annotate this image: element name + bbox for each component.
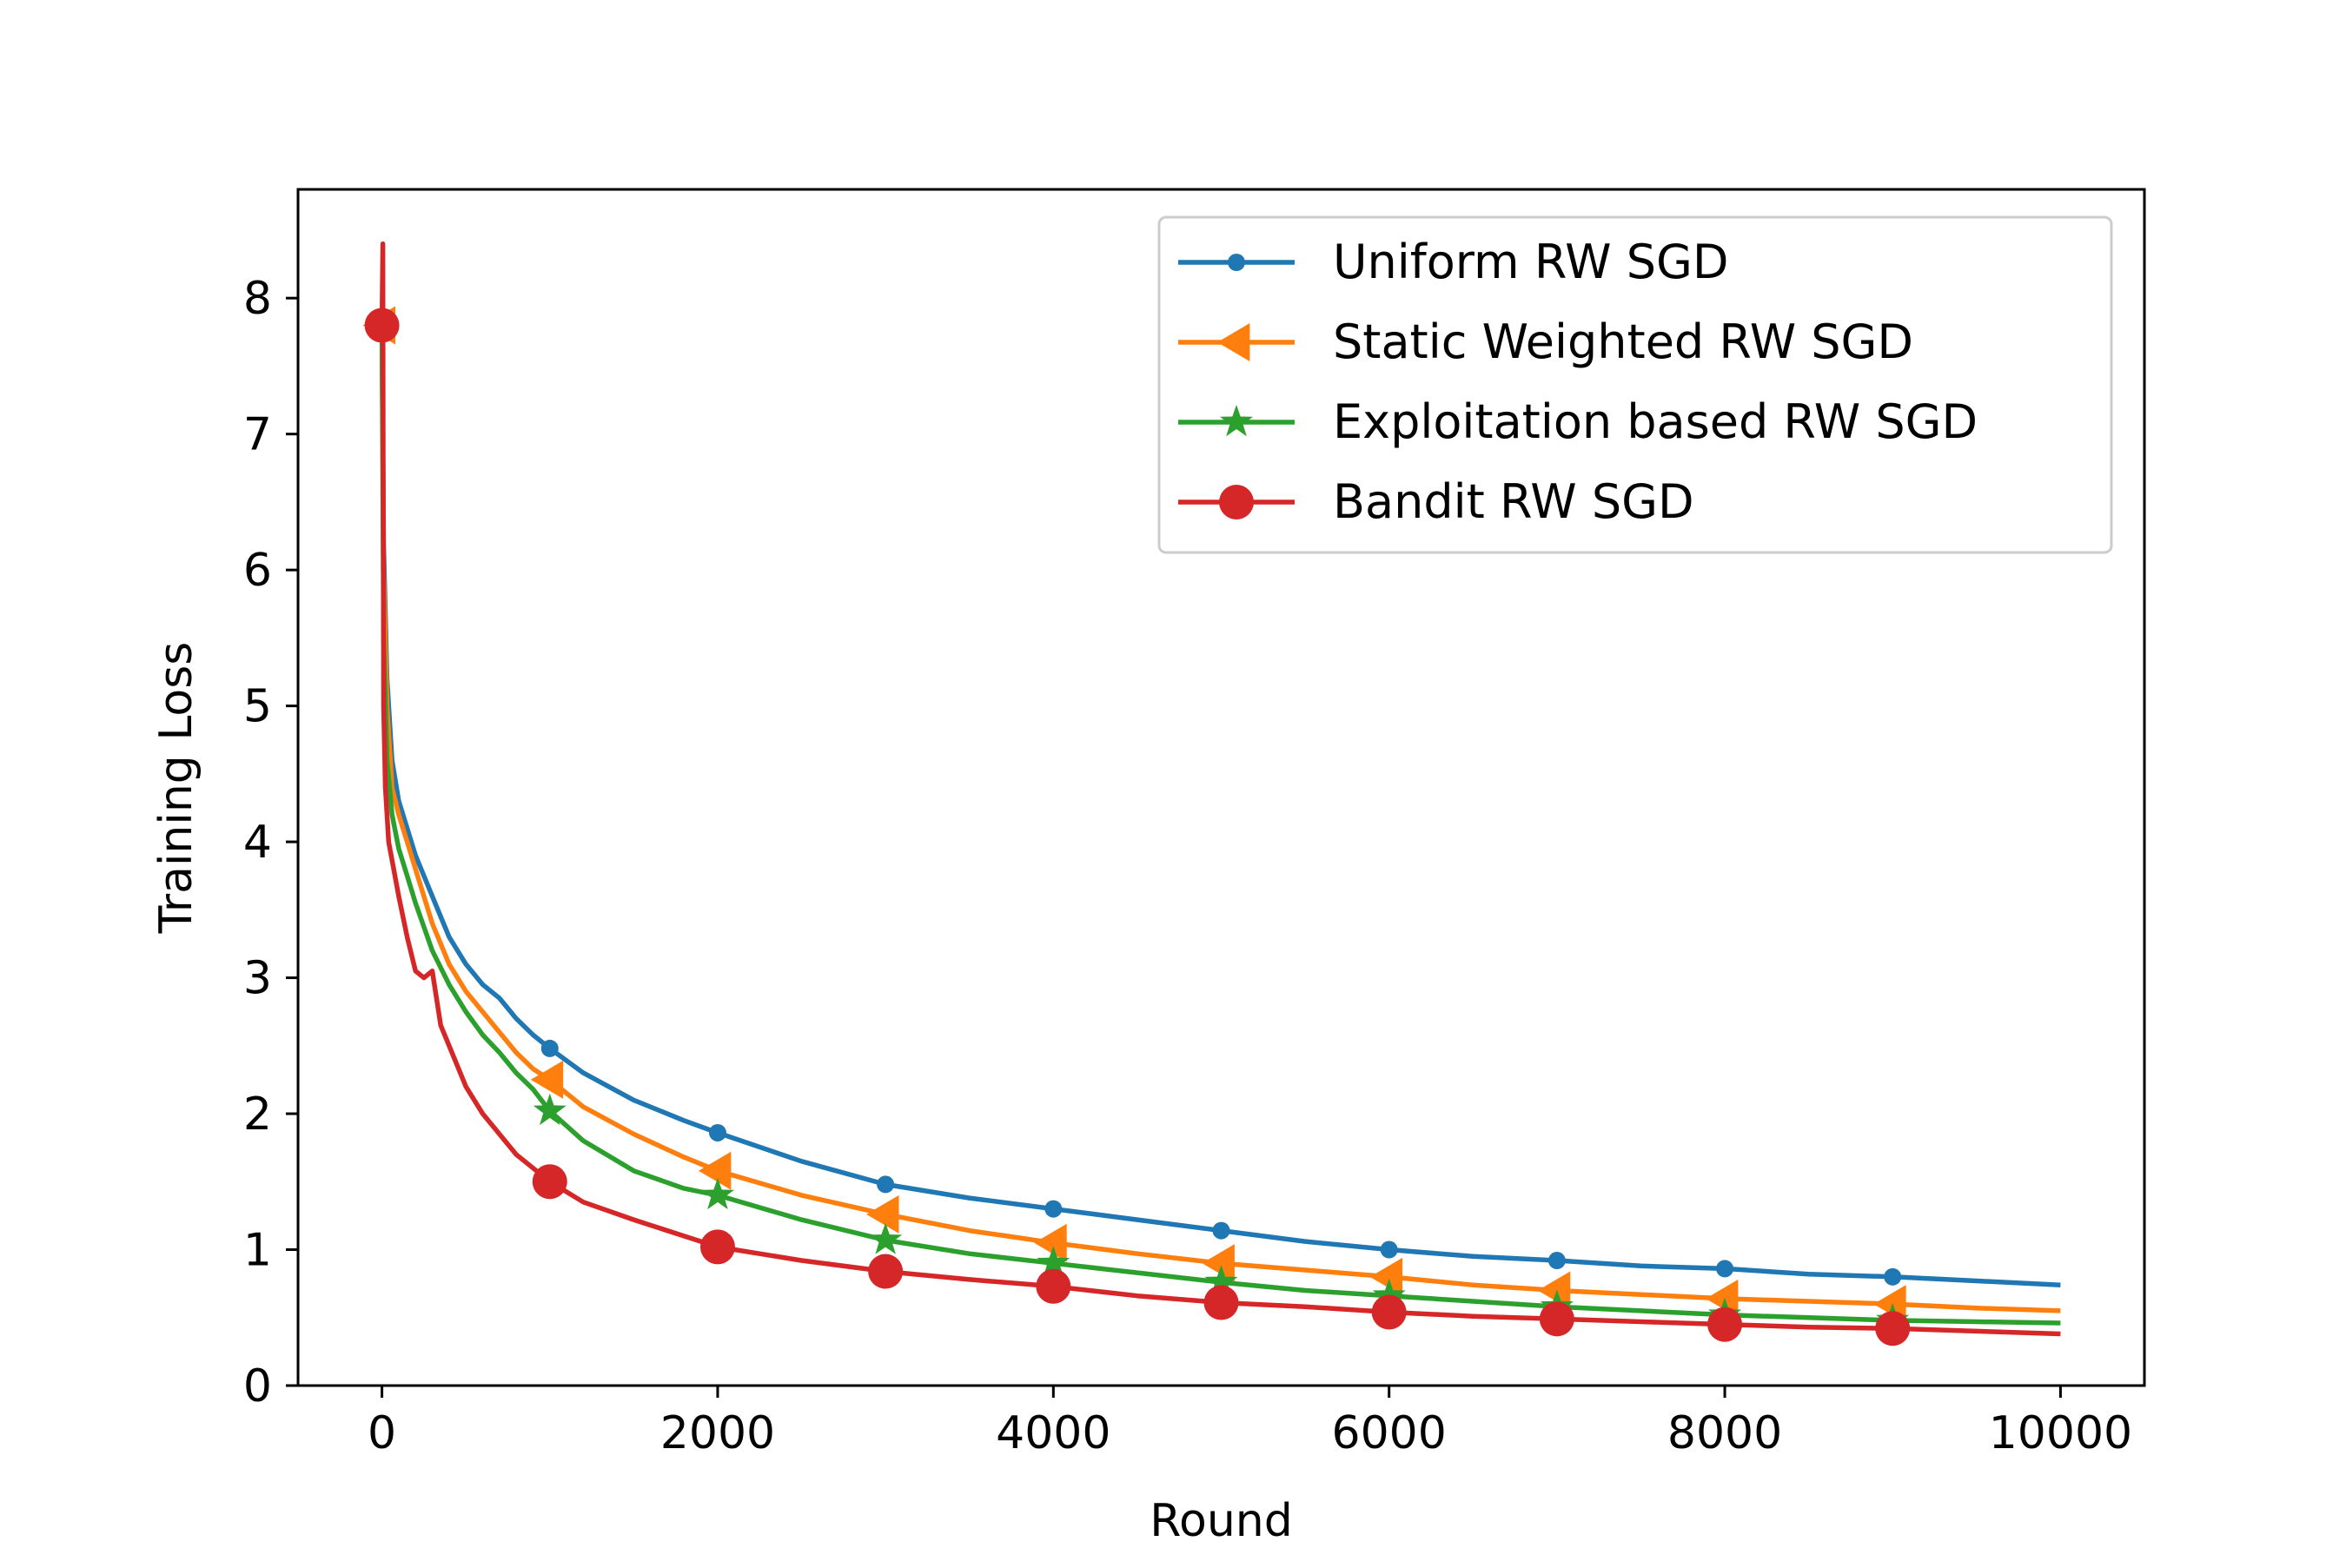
circle-marker bbox=[1875, 1311, 1911, 1346]
x-tick-label: 4000 bbox=[996, 1407, 1110, 1459]
legend-entry: Uniform RW SGD bbox=[1178, 235, 1728, 289]
point-marker bbox=[877, 1175, 895, 1194]
star-marker bbox=[1372, 1278, 1406, 1310]
star-marker bbox=[1037, 1246, 1070, 1278]
ticks-layer: 0 2000 4000 6000 8000 10000 0 1 2 3 4 5 6 7 8 bbox=[243, 273, 2132, 1459]
point-marker bbox=[1380, 1241, 1398, 1259]
x-tick-label: 2000 bbox=[660, 1407, 775, 1459]
point-marker bbox=[1044, 1200, 1063, 1218]
circle-marker bbox=[1539, 1301, 1574, 1337]
circle-marker bbox=[1219, 485, 1254, 519]
axes-layer bbox=[296, 188, 2146, 1387]
y-tick-label: 3 bbox=[243, 953, 272, 1005]
triangle-marker bbox=[1369, 1257, 1403, 1296]
star-marker bbox=[1220, 405, 1253, 437]
point-marker bbox=[1212, 1221, 1230, 1240]
plot-frame bbox=[296, 188, 2146, 1387]
star-marker bbox=[533, 1093, 567, 1126]
point-marker bbox=[708, 1123, 726, 1141]
series-line bbox=[379, 325, 2061, 1326]
circle-marker bbox=[868, 1254, 904, 1289]
legend-entry: Bandit RW SGD bbox=[1178, 474, 1694, 529]
circle-marker bbox=[1371, 1294, 1407, 1330]
triangle-marker bbox=[866, 1194, 899, 1234]
legend-label: Bandit RW SGD bbox=[1333, 474, 1694, 529]
y-tick-label: 8 bbox=[243, 273, 272, 325]
y-tick-label: 5 bbox=[243, 681, 272, 733]
circle-marker bbox=[364, 308, 400, 343]
circle-marker bbox=[699, 1229, 735, 1265]
legend: Uniform RW SGD Static Weighted RW SGD Expl… bbox=[1157, 215, 2113, 554]
triangle-marker bbox=[698, 1151, 732, 1190]
x-tick-label: 8000 bbox=[1667, 1407, 1782, 1459]
x-axis-label: Round bbox=[1150, 1495, 1293, 1547]
legend-label: Static Weighted RW SGD bbox=[1333, 314, 1913, 369]
point-marker bbox=[1547, 1252, 1566, 1270]
star-marker bbox=[1204, 1265, 1238, 1297]
circle-marker bbox=[532, 1164, 567, 1200]
x-tick-label: 0 bbox=[368, 1407, 396, 1459]
legend-label: Exploitation based RW SGD bbox=[1333, 394, 1978, 449]
circle-marker bbox=[1707, 1307, 1743, 1342]
y-tick-label: 4 bbox=[243, 817, 272, 869]
point-marker bbox=[1884, 1267, 1902, 1286]
x-tick-label: 10000 bbox=[1989, 1407, 2132, 1459]
triangle-marker bbox=[1202, 1244, 1235, 1283]
circle-marker bbox=[1036, 1268, 1071, 1304]
x-tick-label: 6000 bbox=[1332, 1407, 1447, 1459]
y-tick-label: 6 bbox=[243, 545, 272, 597]
legend-entry: Static Weighted RW SGD bbox=[1178, 314, 1913, 369]
legend-entry: Exploitation based RW SGD bbox=[1178, 394, 1978, 449]
y-tick-label: 2 bbox=[243, 1088, 272, 1141]
series-line bbox=[379, 325, 2061, 1287]
y-tick-label: 7 bbox=[243, 409, 272, 461]
series-line bbox=[379, 325, 2061, 1313]
y-axis-label: Training Loss bbox=[150, 642, 202, 935]
triangle-marker bbox=[1034, 1223, 1067, 1262]
y-tick-label: 0 bbox=[243, 1360, 272, 1413]
star-marker bbox=[869, 1222, 903, 1254]
legend-box bbox=[1157, 215, 2113, 554]
triangle-marker bbox=[1537, 1271, 1571, 1310]
triangle-marker bbox=[1217, 323, 1250, 361]
star-marker bbox=[700, 1177, 734, 1210]
point-marker bbox=[540, 1039, 559, 1057]
circle-marker bbox=[1203, 1285, 1239, 1320]
point-marker bbox=[1228, 254, 1245, 271]
y-tick-label: 1 bbox=[243, 1225, 272, 1277]
series-layer bbox=[362, 241, 2061, 1346]
point-marker bbox=[1716, 1260, 1734, 1278]
series-4 bbox=[364, 241, 2061, 1346]
series-line bbox=[379, 241, 2061, 1337]
legend-label: Uniform RW SGD bbox=[1333, 235, 1728, 289]
triangle-marker bbox=[530, 1060, 564, 1099]
